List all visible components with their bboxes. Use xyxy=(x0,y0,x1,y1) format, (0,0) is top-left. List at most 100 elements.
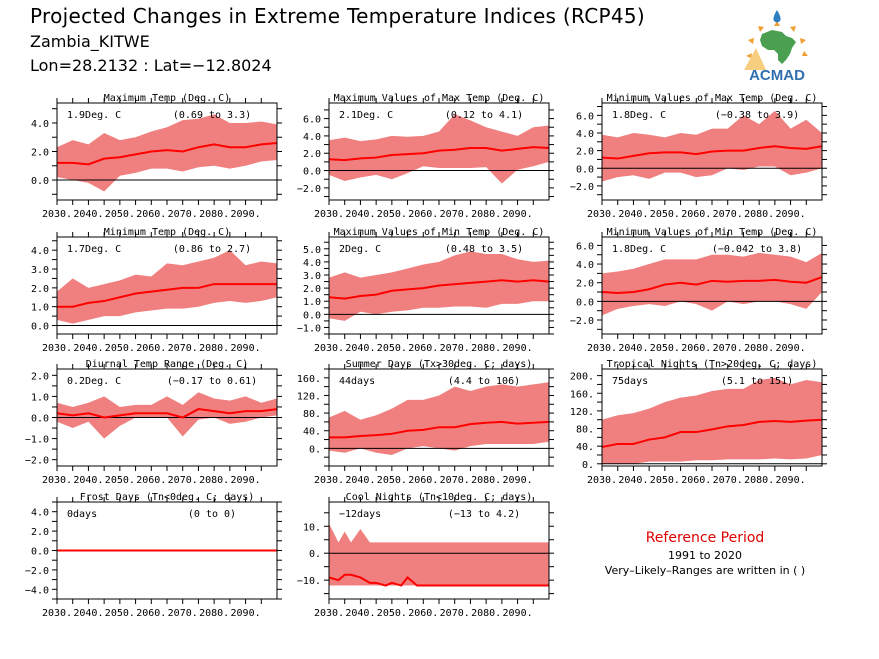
likely-range-label: (−0.38 to 3.9) xyxy=(715,110,799,121)
x-tick-label: 2080. xyxy=(744,475,774,486)
chart-panel: 2030. 2040. 2050. 2060. 2070. 2080. 2090. 0.0 2.… xyxy=(31,93,282,220)
chart-panel: 2030. 2040. 2050. 2060. 2070. 2080. 2090. 0. 40.… xyxy=(570,359,827,486)
x-tick-label: 2090. xyxy=(503,608,533,619)
y-tick-label: 2.0 xyxy=(576,279,594,290)
likely-range-label: (−13 to 4.2) xyxy=(448,509,520,520)
y-tick-label: −4.0 xyxy=(25,585,49,596)
y-tick-label: 40. xyxy=(576,442,594,453)
x-tick-label: 2030. xyxy=(587,475,617,486)
page-title: Projected Changes in Extreme Temperature… xyxy=(30,4,646,28)
likely-range-band xyxy=(57,114,277,192)
y-tick-label: 0. xyxy=(309,549,321,560)
y-tick-label: 6.0 xyxy=(576,111,594,122)
y-tick-label: 0.0 xyxy=(303,310,321,321)
x-tick-label: 2070. xyxy=(168,475,198,486)
x-tick-label: 2070. xyxy=(168,343,198,354)
x-tick-label: 2080. xyxy=(471,343,501,354)
y-tick-label: 1.0 xyxy=(31,392,49,403)
likely-range-label: (5.1 to 151) xyxy=(721,376,793,387)
y-tick-label: 0.0 xyxy=(31,322,49,333)
likely-range-band xyxy=(602,110,822,182)
x-tick-label: 2050. xyxy=(105,608,135,619)
median-line xyxy=(329,420,549,439)
median-line xyxy=(602,276,822,294)
reference-period-years: 1991 to 2020 xyxy=(667,549,743,562)
chart-title: Maximum Values of Max Temp (Deg. C) xyxy=(334,93,545,104)
y-tick-label: 6.0 xyxy=(303,115,321,126)
y-tick-label: 2.0 xyxy=(31,371,49,382)
very-likely-range-note: Very–Likely–Ranges are written in ( ) xyxy=(604,564,806,577)
x-tick-label: 2030. xyxy=(42,343,72,354)
x-tick-label: 2090. xyxy=(503,475,533,486)
x-tick-label: 2040. xyxy=(73,608,103,619)
y-tick-label: 6.0 xyxy=(576,241,594,252)
median-change-label: 1.8Deg. C xyxy=(612,110,666,121)
x-tick-label: 2050. xyxy=(377,475,407,486)
africa-map-icon xyxy=(760,30,796,64)
y-tick-label: 4.0 xyxy=(31,508,49,519)
y-tick-label: 4.0 xyxy=(303,132,321,143)
y-tick-label: 120. xyxy=(570,407,594,418)
x-tick-label: 2060. xyxy=(681,475,711,486)
likely-range-band xyxy=(602,252,822,316)
x-tick-label: 2060. xyxy=(408,343,438,354)
x-tick-label: 2030. xyxy=(587,343,617,354)
x-tick-label: 2080. xyxy=(744,343,774,354)
median-change-label: 2Deg. C xyxy=(339,244,381,255)
chart-title: Minimum Values of Max Temp (Deg. C) xyxy=(607,93,818,104)
x-tick-label: 2080. xyxy=(199,209,229,220)
median-change-label: 2.1Deg. C xyxy=(339,110,393,121)
x-tick-label: 2060. xyxy=(408,209,438,220)
y-tick-label: −10. xyxy=(297,576,321,587)
x-tick-label: 2030. xyxy=(42,209,72,220)
y-tick-label: 2.0 xyxy=(31,284,49,295)
x-tick-label: 2080. xyxy=(471,475,501,486)
y-tick-label: 0.0 xyxy=(576,297,594,308)
y-tick-label: 2.0 xyxy=(576,147,594,158)
x-tick-label: 2040. xyxy=(345,343,375,354)
chart-panel: 2030. 2040. 2050. 2060. 2070. 2080. 2090. −4.0 −… xyxy=(25,492,282,619)
median-change-label: 0days xyxy=(67,509,97,520)
y-tick-label: 0.0 xyxy=(303,167,321,178)
x-tick-label: 2070. xyxy=(440,608,470,619)
x-tick-label: 2060. xyxy=(136,475,166,486)
sun-fan-icon xyxy=(744,48,766,70)
x-tick-label: 2050. xyxy=(377,343,407,354)
x-tick-label: 2060. xyxy=(681,209,711,220)
y-tick-label: 0. xyxy=(309,444,321,455)
likely-range-band xyxy=(57,250,277,324)
coordinates-label: Lon=28.2132 : Lat=−12.8024 xyxy=(30,56,272,75)
x-tick-label: 2030. xyxy=(314,475,344,486)
median-change-label: 0.2Deg. C xyxy=(67,376,121,387)
chart-title: Minimum Temp (Deg. C) xyxy=(104,227,230,238)
likely-range-band xyxy=(329,382,549,455)
y-tick-label: 80. xyxy=(576,425,594,436)
median-change-label: 1.9Deg. C xyxy=(67,110,121,121)
x-tick-label: 2080. xyxy=(199,608,229,619)
chart-panel: 2030. 2040. 2050. 2060. 2070. 2080. 2090. −1.0 0… xyxy=(297,227,554,354)
y-tick-label: 2.0 xyxy=(31,527,49,538)
chart-title: Maximum Temp (Deg. C) xyxy=(104,93,230,104)
chart-panel: 2030. 2040. 2050. 2060. 2070. 2080. 2090. −2.0 0… xyxy=(297,93,554,220)
x-tick-label: 2040. xyxy=(73,343,103,354)
likely-range-label: (0.12 to 4.1) xyxy=(445,110,523,121)
reference-period-title: Reference Period xyxy=(645,530,765,546)
x-tick-label: 2030. xyxy=(314,209,344,220)
likely-range-label: (0.69 to 3.3) xyxy=(173,110,251,121)
chart-title: Minimum Values of Min Temp (Deg. C) xyxy=(607,227,818,238)
x-tick-label: 2040. xyxy=(345,209,375,220)
y-tick-label: 5.0 xyxy=(303,245,321,256)
location-label: Zambia_KITWE xyxy=(30,32,150,51)
median-line xyxy=(57,283,277,308)
x-tick-label: 2050. xyxy=(650,209,680,220)
x-tick-label: 2070. xyxy=(440,343,470,354)
y-tick-label: 120. xyxy=(297,391,321,402)
x-tick-label: 2080. xyxy=(744,209,774,220)
median-change-label: 75days xyxy=(612,376,648,387)
chart-panel: 2030. 2040. 2050. 2060. 2070. 2080. 2090. 0. 40.… xyxy=(297,359,554,486)
median-line xyxy=(329,573,549,587)
y-tick-label: 0.0 xyxy=(576,164,594,175)
y-tick-label: −2.0 xyxy=(297,184,321,195)
median-change-label: 1.7Deg. C xyxy=(67,244,121,255)
